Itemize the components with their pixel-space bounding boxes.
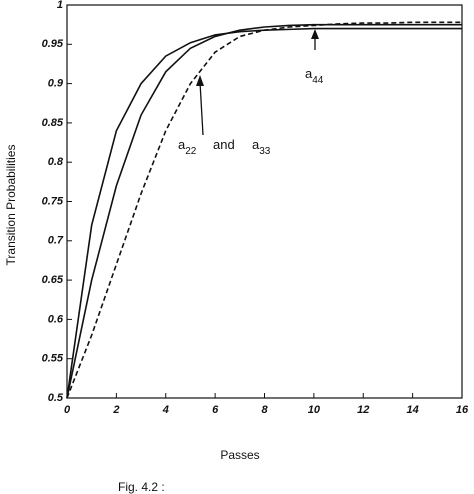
y-tick-label: 0.9 — [48, 78, 64, 90]
y-tick-label: 0.65 — [42, 274, 64, 286]
x-tick-label: 8 — [261, 404, 268, 416]
y-axis-label: Transition Probabilities — [4, 145, 18, 266]
y-tick-label: 0.75 — [42, 195, 64, 207]
y-tick-label: 0.95 — [42, 38, 64, 50]
y-tick-label: 0.85 — [42, 117, 64, 129]
annotation: and — [213, 137, 235, 152]
annotation-subscript: 44 — [312, 75, 324, 86]
y-tick-label: 0.55 — [42, 353, 64, 365]
annotation-text: and — [213, 137, 235, 152]
y-tick-label: 0.8 — [48, 156, 64, 168]
y-tick-label: 1 — [57, 0, 63, 11]
x-tick-label: 16 — [456, 404, 469, 416]
x-tick-label: 4 — [162, 404, 169, 416]
annotation: a33 — [252, 137, 271, 156]
x-tick-label: 14 — [407, 404, 419, 416]
y-tick-label: 0.5 — [48, 392, 64, 404]
annotation-subscript: 33 — [259, 146, 271, 157]
annotation-text: a — [178, 137, 186, 152]
caption: Fig. 4.2 : — [118, 480, 165, 494]
y-tick-label: 0.7 — [48, 235, 64, 247]
annotation: a44 — [305, 66, 324, 85]
line-series — [66, 21, 462, 399]
annotation-text: a — [252, 137, 260, 152]
x-axis-label: Passes — [220, 448, 259, 462]
y-tick-label: 0.6 — [48, 313, 64, 325]
x-tick-label: 2 — [112, 404, 119, 416]
x-tick-label: 10 — [308, 404, 321, 416]
line-series — [66, 23, 462, 399]
annotation-text: a — [305, 66, 313, 81]
x-tick-label: 12 — [357, 404, 369, 416]
arrow-head — [196, 75, 204, 86]
plot-frame — [66, 4, 463, 399]
annotation: a22 — [178, 137, 197, 156]
arrow — [199, 81, 204, 136]
line-series — [66, 27, 462, 399]
x-tick-label: 6 — [212, 404, 219, 416]
annotation-subscript: 22 — [185, 146, 197, 157]
arrow-head — [311, 29, 319, 39]
x-tick-label: 0 — [64, 404, 71, 416]
